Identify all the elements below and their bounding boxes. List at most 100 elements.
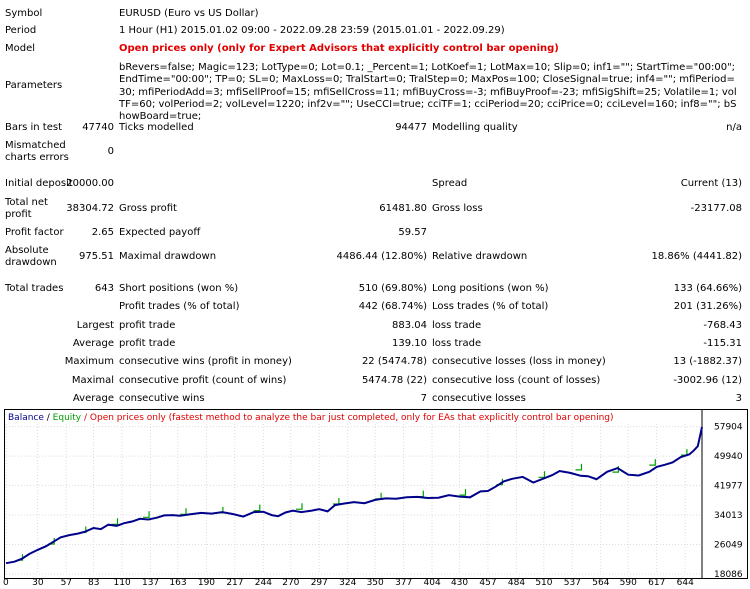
x-tick-label: 244: [254, 578, 272, 588]
average-consecutive-losses-label: consecutive losses: [432, 393, 526, 404]
mismatch-label-1: Mismatched: [5, 140, 66, 151]
gross-loss-label: Gross loss: [432, 203, 483, 214]
deposit-value: 20000.00: [66, 178, 114, 189]
model-label: Model: [5, 43, 36, 54]
maximal-drawdown-value: 4486.44 (12.80%): [336, 251, 427, 262]
average-consecutive-losses-value: 3: [735, 393, 742, 404]
balance-chart-plot: 18086 26049 34013 41977 49940 57904: [5, 410, 743, 578]
largest-loss-value: -768.43: [703, 320, 742, 331]
x-tick-label: 270: [282, 578, 300, 588]
y-tick-label: 18086: [714, 570, 743, 578]
legend-separator: /: [43, 413, 53, 423]
y-tick-label: 49940: [714, 452, 743, 462]
parameters-value: bRevers=false; Magic=123; LotType=0; Lot…: [119, 62, 737, 123]
max-consecutive-wins-label: consecutive wins (profit in money): [119, 356, 292, 367]
gross-loss-value: -23177.08: [690, 203, 742, 214]
x-tick-label: 430: [450, 578, 469, 588]
absolute-drawdown-label-1: Absolute: [5, 245, 49, 256]
chart-legend: Balance / Equity / Open prices only (fas…: [8, 413, 614, 423]
profit-factor-label: Profit factor: [5, 227, 64, 238]
average-profit-value: 139.10: [392, 338, 427, 349]
balance-chart: 18086 26049 34013 41977 49940 57904 Balance /…: [4, 409, 748, 579]
gross-profit-label: Gross profit: [119, 203, 177, 214]
bars-value: 47740: [82, 122, 114, 133]
ticks-value: 94477: [395, 122, 427, 133]
net-profit-label-1: Total net: [5, 197, 48, 208]
equity-series-line: [16, 449, 688, 561]
relative-drawdown-value: 18.86% (4441.82): [651, 251, 742, 262]
x-tick-label: 57: [60, 578, 73, 588]
short-positions-label: Short positions (won %): [119, 283, 239, 294]
max-consecutive-wins-value: 22 (5474.78): [361, 356, 427, 367]
parameters-label: Parameters: [5, 80, 63, 91]
average-loss-label: loss trade: [432, 338, 482, 349]
largest-profit-value: 883.04: [392, 320, 427, 331]
legend-equity: Equity: [52, 413, 82, 423]
symbol-value: EURUSD (Euro vs US Dollar): [119, 8, 259, 19]
x-tick-label: 484: [507, 578, 526, 588]
x-tick-label: 590: [619, 578, 637, 588]
x-tick-label: 510: [535, 578, 553, 588]
max-consecutive-losses-label: consecutive losses (loss in money): [432, 356, 606, 367]
absolute-drawdown-label-2: drawdown: [5, 257, 57, 268]
maximal-consecutive-profit-value: 5474.78 (22): [361, 375, 427, 386]
average-loss-value: -115.31: [703, 338, 742, 349]
y-tick-label: 26049: [714, 541, 743, 551]
x-tick-label: 617: [648, 578, 666, 588]
y-tick-label: 41977: [714, 482, 743, 492]
x-tick-label: 137: [141, 578, 160, 588]
x-tick-label: 297: [310, 578, 328, 588]
short-positions-value: 510 (69.80%): [358, 283, 427, 294]
relative-drawdown-label: Relative drawdown: [432, 251, 528, 262]
x-tick-label: 564: [592, 578, 610, 588]
y-tick-label: 57904: [714, 423, 743, 433]
deposit-label: Initial deposit: [5, 178, 73, 189]
total-trades-value: 643: [94, 283, 114, 294]
legend-note: / Open prices only (fastest method to an…: [81, 413, 614, 423]
maximal-consecutive-loss-label: consecutive loss (count of losses): [432, 375, 601, 386]
max-consecutive-losses-value: 13 (-1882.37): [673, 356, 742, 367]
spread-value: Current (13): [680, 178, 742, 189]
profit-trades-value: 442 (68.74%): [358, 301, 427, 312]
x-tick-label: 404: [423, 578, 441, 588]
loss-trades-value: 201 (31.26%): [673, 301, 742, 312]
x-tick-label: 644: [676, 578, 694, 588]
x-tick-label: 0: [3, 578, 9, 588]
profit-factor-value: 2.65: [91, 227, 114, 238]
total-trades-label: Total trades: [5, 283, 64, 294]
profit-trades-label: Profit trades (% of total): [119, 301, 240, 312]
average-label: Average: [72, 338, 114, 349]
period-value: 1 Hour (H1) 2015.01.02 09:00 - 2022.09.2…: [119, 25, 505, 36]
long-positions-value: 133 (64.66%): [673, 283, 742, 294]
largest-label: Largest: [76, 320, 114, 331]
x-tick-label: 350: [366, 578, 384, 588]
gross-profit-value: 61481.80: [379, 203, 427, 214]
absolute-drawdown-value: 975.51: [79, 251, 114, 262]
average-consecutive-label: Average: [72, 393, 114, 404]
bars-label: Bars in test: [5, 122, 62, 133]
average-profit-label: profit trade: [119, 338, 176, 349]
largest-profit-label: profit trade: [119, 320, 176, 331]
net-profit-value: 38304.72: [66, 203, 114, 214]
largest-loss-label: loss trade: [432, 320, 482, 331]
spread-label: Spread: [432, 178, 468, 189]
y-tick-label: 34013: [714, 511, 743, 521]
legend-balance: Balance: [8, 413, 44, 423]
maximal-drawdown-label: Maximal drawdown: [119, 251, 217, 262]
average-consecutive-wins-value: 7: [420, 393, 427, 404]
model-value: Open prices only (only for Expert Adviso…: [119, 43, 559, 54]
maximal-label: Maximal: [71, 375, 114, 386]
period-label: Period: [5, 25, 37, 36]
x-tick-label: 83: [88, 578, 100, 588]
quality-value: n/a: [726, 122, 742, 133]
x-tick-label: 457: [479, 578, 497, 588]
x-tick-label: 537: [563, 578, 581, 588]
balance-series-line: [5, 426, 703, 565]
x-tick-label: 163: [169, 578, 187, 588]
x-tick-label: 190: [197, 578, 216, 588]
quality-label: Modelling quality: [432, 122, 518, 133]
x-tick-label: 30: [32, 578, 44, 588]
long-positions-label: Long positions (won %): [432, 283, 549, 294]
maximal-consecutive-profit-label: consecutive profit (count of wins): [119, 375, 287, 386]
x-tick-label: 217: [226, 578, 244, 588]
